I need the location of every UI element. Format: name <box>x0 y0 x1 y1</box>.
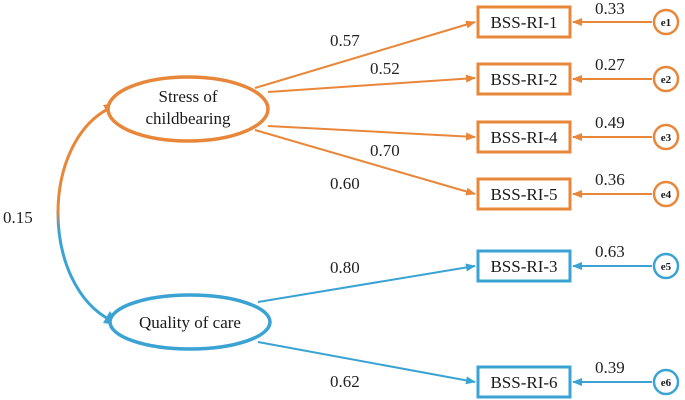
error-e1: e1 <box>652 8 680 36</box>
error-e2: e2 <box>652 65 680 93</box>
latent-stress-of-childbearing: Stress of childbearing <box>106 75 270 143</box>
indicator-label: BSS-RI-6 <box>490 373 557 392</box>
latent-stress-line2: childbearing <box>146 109 231 128</box>
indicator-bss-ri-3: BSS-RI-3 <box>476 249 572 283</box>
path-stress-bss-ri-1 <box>254 20 476 89</box>
path-stress-bss-ri-4 <box>267 125 476 141</box>
loading-label-bss-ri-6: 0.62 <box>330 372 360 391</box>
error-e6: e6 <box>652 368 680 396</box>
indicator-label: BSS-RI-2 <box>490 70 557 89</box>
indicator-label: BSS-RI-3 <box>490 257 557 276</box>
path-stress-bss-ri-5 <box>254 129 476 196</box>
indicator-bss-ri-2: BSS-RI-2 <box>476 62 572 96</box>
latent-stress-line1: Stress of <box>158 87 217 106</box>
error-value-e3: 0.49 <box>595 113 625 132</box>
error-label: e4 <box>661 189 672 201</box>
indicator-bss-ri-4: BSS-RI-4 <box>476 120 572 154</box>
error-e4: e4 <box>652 180 680 208</box>
latent-quality-of-care: Quality of care <box>108 293 272 351</box>
error-label: e1 <box>661 17 671 29</box>
error-e5: e5 <box>652 252 680 280</box>
error-value-e6: 0.39 <box>595 358 625 377</box>
indicator-label: BSS-RI-1 <box>490 13 557 32</box>
indicator-bss-ri-5: BSS-RI-5 <box>476 177 572 211</box>
error-label: e5 <box>661 261 672 273</box>
error-value-e5: 0.63 <box>595 242 625 261</box>
loading-label-bss-ri-1: 0.57 <box>330 31 360 50</box>
path-quality-bss-ri-3 <box>257 263 476 303</box>
error-value-e4: 0.36 <box>595 170 625 189</box>
covariance-label: 0.15 <box>3 208 33 227</box>
error-value-e2: 0.27 <box>595 55 625 74</box>
covariance-arrow <box>56 105 113 323</box>
error-label: e2 <box>661 74 672 86</box>
error-e3: e3 <box>652 123 680 151</box>
path-stress-bss-ri-2 <box>267 74 476 93</box>
loading-label-bss-ri-4: 0.70 <box>370 141 400 160</box>
error-label: e3 <box>661 132 672 144</box>
loading-label-bss-ri-2: 0.52 <box>370 59 400 78</box>
loading-label-bss-ri-3: 0.80 <box>330 258 360 277</box>
indicator-bss-ri-6: BSS-RI-6 <box>476 365 572 399</box>
error-label: e6 <box>661 377 672 389</box>
indicator-label: BSS-RI-4 <box>490 128 558 147</box>
path-quality-bss-ri-6 <box>257 341 476 385</box>
latent-quality-label: Quality of care <box>139 313 241 332</box>
indicator-label: BSS-RI-5 <box>490 185 557 204</box>
loading-label-bss-ri-5: 0.60 <box>330 174 360 193</box>
error-value-e1: 0.33 <box>595 0 625 18</box>
indicator-bss-ri-1: BSS-RI-1 <box>476 5 572 39</box>
